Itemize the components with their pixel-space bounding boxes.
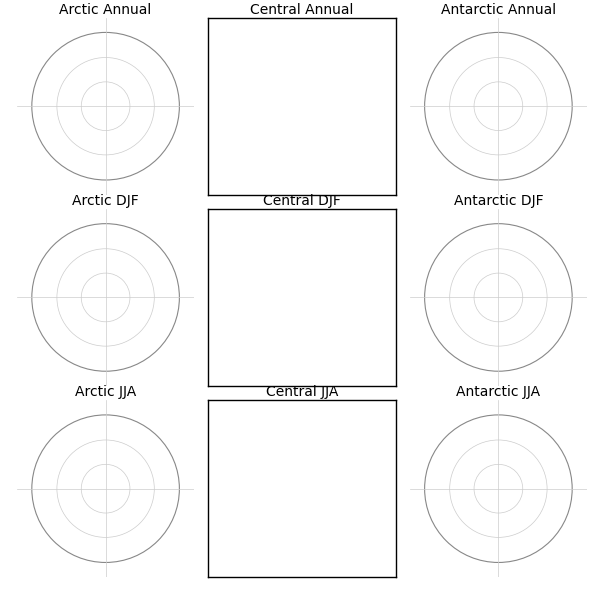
Title: Arctic DJF: Arctic DJF: [72, 194, 139, 208]
Title: Central JJA: Central JJA: [266, 385, 338, 399]
Title: Central DJF: Central DJF: [263, 194, 341, 208]
Title: Antarctic JJA: Antarctic JJA: [457, 385, 541, 399]
Title: Central Annual: Central Annual: [250, 2, 354, 16]
Title: Antarctic DJF: Antarctic DJF: [454, 194, 543, 208]
Title: Arctic Annual: Arctic Annual: [59, 2, 152, 16]
Title: Arctic JJA: Arctic JJA: [75, 385, 137, 399]
Title: Antarctic Annual: Antarctic Annual: [441, 2, 556, 16]
